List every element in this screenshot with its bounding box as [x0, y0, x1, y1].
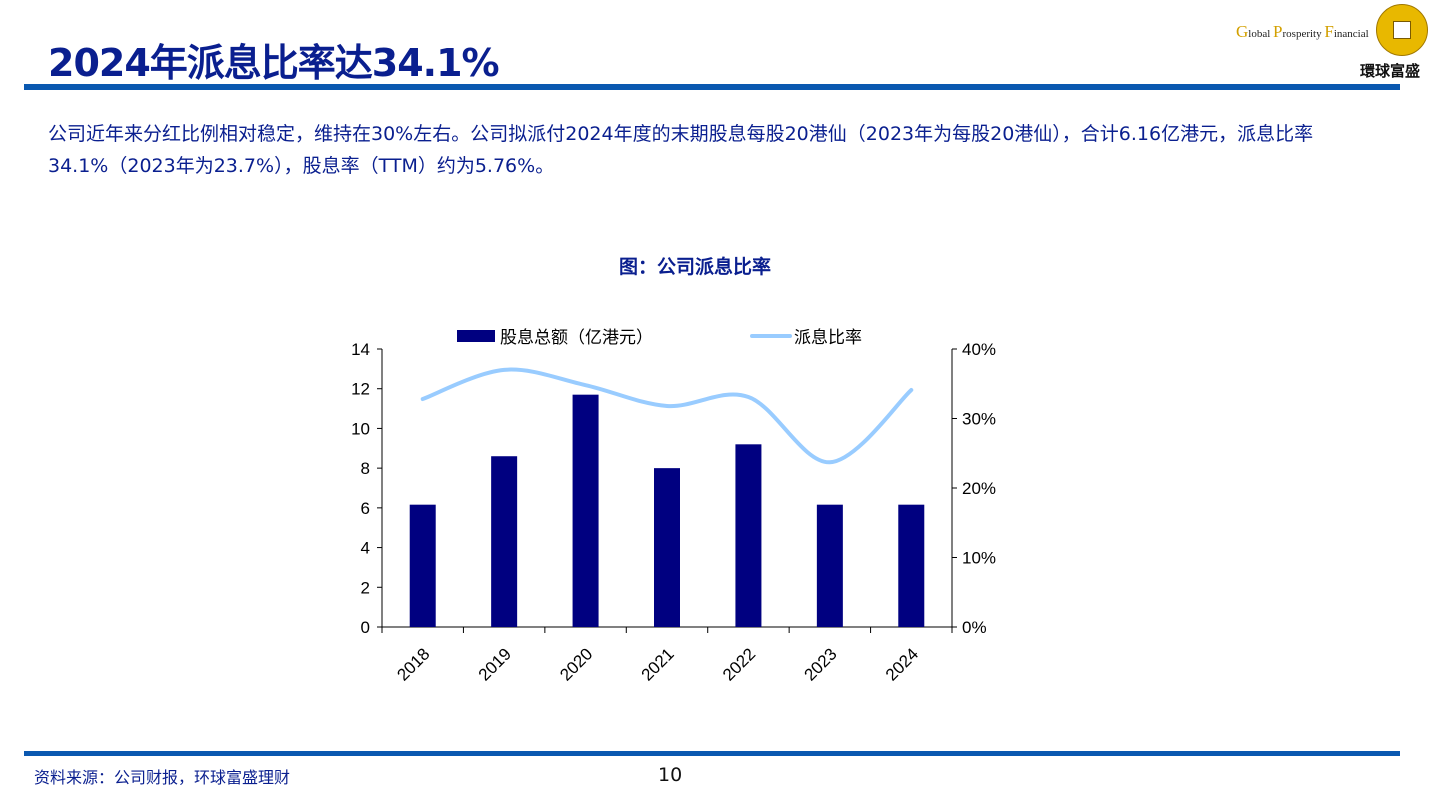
bar-2020: [572, 394, 599, 627]
page-title: 2024年派息比率达34.1%: [48, 41, 500, 85]
coin-icon: [1376, 4, 1428, 56]
bar-2022: [735, 444, 762, 627]
footer-divider: [24, 751, 1400, 756]
left-tick-label: 14: [351, 340, 370, 359]
left-tick-label: 2: [361, 578, 370, 597]
company-logo: Global Prosperity Financial 環球富盛: [1236, 4, 1436, 84]
left-tick-label: 0: [361, 618, 370, 637]
left-tick-label: 6: [361, 499, 370, 518]
x-tick-label: 2023: [801, 644, 841, 684]
x-tick-label: 2020: [556, 644, 596, 684]
right-tick-label: 10%: [962, 549, 996, 568]
right-tick-label: 40%: [962, 340, 996, 359]
legend-bar-swatch: [457, 330, 495, 342]
left-tick-label: 10: [351, 419, 370, 438]
right-tick-label: 20%: [962, 479, 996, 498]
bar-2021: [654, 468, 680, 627]
legend-line-label: 派息比率: [794, 328, 862, 347]
x-tick-label: 2022: [719, 644, 759, 684]
x-tick-label: 2024: [882, 644, 922, 684]
payout-ratio-line: [420, 367, 914, 465]
legend-bar-label: 股息总额（亿港元）: [500, 328, 653, 347]
summary-paragraph: 公司近年来分红比例相对稳定，维持在30%左右。公司拟派付2024年度的末期股息每…: [48, 123, 1314, 177]
chart-title: 图：公司派息比率: [618, 256, 771, 278]
bar-2018: [409, 504, 436, 627]
page-number: 10: [658, 764, 683, 786]
left-tick-label: 12: [351, 380, 370, 399]
source-note: 资料来源：公司财报，环球富盛理财: [34, 768, 291, 787]
x-tick-label: 2019: [475, 644, 515, 684]
header-divider: [24, 84, 1400, 90]
left-tick-label: 8: [361, 459, 370, 478]
right-tick-label: 30%: [962, 410, 996, 429]
bar-2019: [491, 456, 518, 627]
bar-2023: [816, 504, 843, 627]
x-tick-label: 2018: [393, 644, 433, 684]
bar-2024: [898, 504, 925, 627]
logo-english: Global Prosperity Financial: [1236, 22, 1369, 41]
right-tick-label: 0%: [962, 618, 987, 637]
left-tick-label: 4: [361, 539, 370, 558]
x-tick-label: 2021: [638, 644, 678, 684]
logo-chinese: 環球富盛: [1360, 62, 1421, 80]
